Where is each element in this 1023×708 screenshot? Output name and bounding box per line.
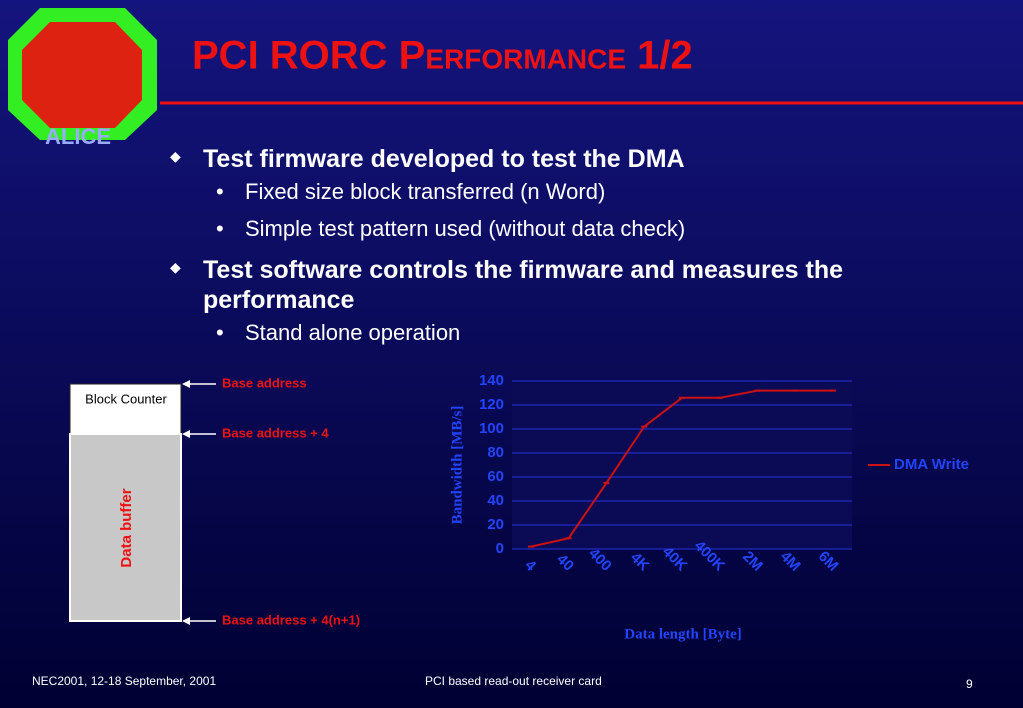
y-tick-label: 0 xyxy=(496,540,504,557)
y-tick-label: 20 xyxy=(487,516,504,533)
x-tick-label: 4K xyxy=(627,549,653,575)
sub-text: Simple test pattern used (without data c… xyxy=(245,216,686,241)
x-tick-label: 6M xyxy=(815,548,842,575)
bullet-diamond: ◆ xyxy=(170,148,181,164)
sub-dot: • xyxy=(216,320,224,345)
arrow-head xyxy=(182,430,190,438)
arrow-head xyxy=(182,617,190,625)
x-tick-label: 40 xyxy=(553,551,577,575)
address-label: Base address xyxy=(222,375,307,390)
x-axis-label: Data length [Byte] xyxy=(624,626,741,642)
y-tick-label: 100 xyxy=(479,420,504,437)
footer-left: NEC2001, 12-18 September, 2001 xyxy=(32,674,217,688)
sub-text: Fixed size block transferred (n Word) xyxy=(245,179,606,204)
page-number: 9 xyxy=(966,677,973,691)
bullet-text: Test firmware developed to test the DMA xyxy=(203,145,685,173)
x-tick-label: 2M xyxy=(739,548,766,575)
bullet-text: Test software controls the firmware and … xyxy=(203,256,844,314)
title: PCI RORC Performance 1/2 xyxy=(192,34,693,78)
logo-text: ALICE xyxy=(45,124,111,149)
buffer-box xyxy=(69,433,182,622)
footer-center: PCI based read-out receiver card xyxy=(425,674,602,688)
bullet-diamond: ◆ xyxy=(170,259,181,275)
y-tick-label: 60 xyxy=(487,468,504,485)
legend-label: DMA Write xyxy=(894,456,969,473)
address-label: Base address + 4(n+1) xyxy=(222,612,360,627)
plot-area xyxy=(512,381,852,549)
sub-dot: • xyxy=(216,216,224,241)
y-tick-label: 140 xyxy=(479,372,504,389)
arrow-head xyxy=(182,380,190,388)
x-tick-label: 4M xyxy=(777,548,804,575)
address-label: Base address + 4 xyxy=(222,425,329,440)
y-tick-label: 80 xyxy=(487,444,504,461)
logo-inner xyxy=(22,22,142,128)
sub-dot: • xyxy=(216,179,224,204)
x-tick-label: 4 xyxy=(521,557,539,575)
block-label: Block Counter xyxy=(85,391,167,406)
y-tick-label: 120 xyxy=(479,396,504,413)
y-tick-label: 40 xyxy=(487,492,504,509)
y-axis-label: Bandwidth [MB/s] xyxy=(449,406,465,525)
block-box xyxy=(69,383,182,435)
sub-text: Stand alone operation xyxy=(245,320,461,345)
buffer-label: Data buffer xyxy=(118,488,135,567)
